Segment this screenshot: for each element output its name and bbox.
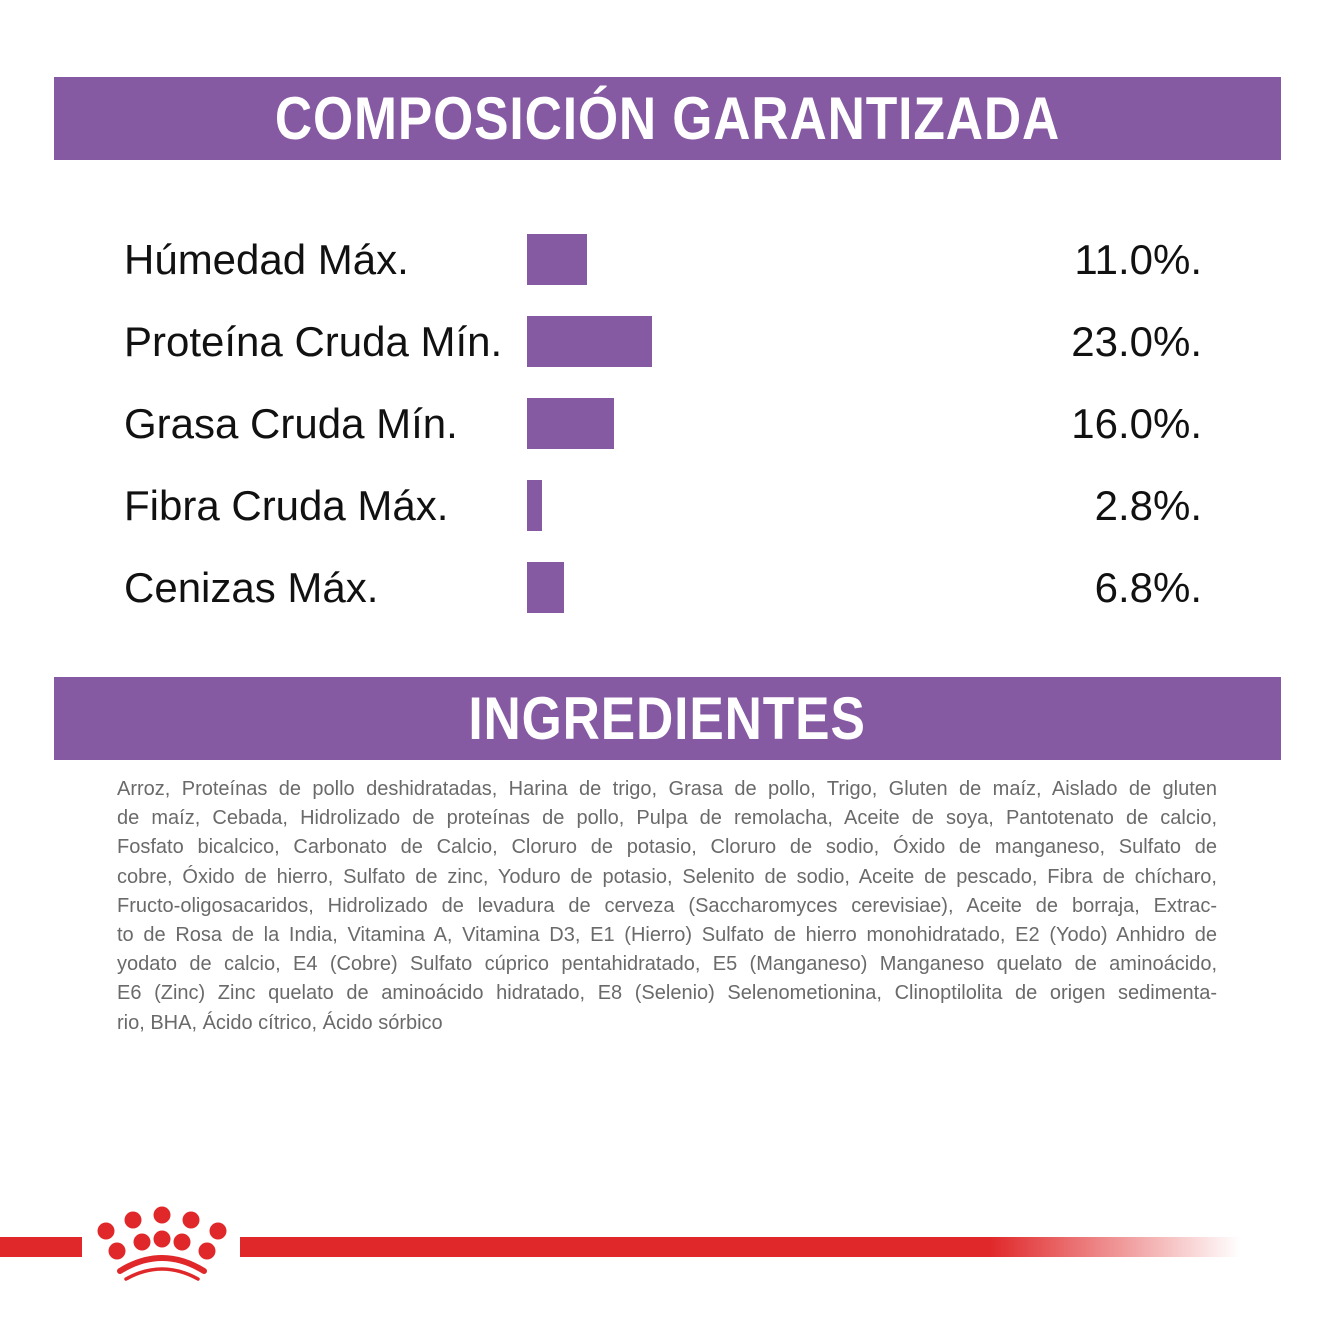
value-label: 23.0%. xyxy=(1071,318,1202,365)
royal-canin-crown-icon xyxy=(97,1206,227,1281)
category-label: Cenizas Máx. xyxy=(124,564,379,611)
composition-header: COMPOSICIÓN GARANTIZADA xyxy=(54,77,1281,160)
bar xyxy=(527,562,564,613)
value-label: 16.0%. xyxy=(1071,400,1202,447)
ingredients-line: Fructo-oligosacaridos, Hidrolizado de le… xyxy=(117,894,1217,917)
brand-line-right xyxy=(240,1237,1240,1257)
chart-row: Cenizas Máx. 6.8%. xyxy=(0,558,1325,618)
category-label: Grasa Cruda Mín. xyxy=(124,400,458,447)
value-label: 6.8%. xyxy=(1094,564,1202,611)
ingredients-header: INGREDIENTES xyxy=(54,677,1281,760)
ingredients-line: to de Rosa de la India, Vitamina A, Vita… xyxy=(117,923,1217,946)
bar xyxy=(527,316,652,367)
chart-row: Húmedad Máx. 11.0%. xyxy=(0,230,1325,290)
ingredients-line: Arroz, Proteínas de pollo deshidratadas,… xyxy=(117,778,1217,800)
composition-title: COMPOSICIÓN GARANTIZADA xyxy=(274,85,1061,152)
category-label: Húmedad Máx. xyxy=(124,236,409,283)
category-label: Proteína Cruda Mín. xyxy=(124,318,503,365)
ingredients-line: de maíz, Cebada, Hidrolizado de proteína… xyxy=(117,807,1217,830)
ingredients-title: INGREDIENTES xyxy=(468,685,867,752)
value-label: 2.8%. xyxy=(1094,482,1202,529)
chart-row: Grasa Cruda Mín. 16.0%. xyxy=(0,394,1325,454)
ingredients-line: cobre, Óxido de hierro, Sulfato de zinc,… xyxy=(117,865,1217,888)
chart-row: Fibra Cruda Máx. 2.8%. xyxy=(0,476,1325,536)
ingredients-line: yodato de calcio, E4 (Cobre) Sulfato cúp… xyxy=(117,953,1217,976)
ingredients-line: E6 (Zinc) Zinc quelato de aminoácido hid… xyxy=(117,982,1217,1005)
ingredients-text: Arroz, Proteínas de pollo deshidratadas,… xyxy=(117,775,1217,1038)
chart-row: Proteína Cruda Mín. 23.0%. xyxy=(0,312,1325,372)
bar xyxy=(527,234,587,285)
bar xyxy=(527,480,543,531)
category-label: Fibra Cruda Máx. xyxy=(124,482,449,529)
ingredients-line: Fosfato bicalcico, Carbonato de Calcio, … xyxy=(117,836,1217,859)
brand-line-left xyxy=(0,1237,82,1257)
ingredients-line: rio, BHA, Ácido cítrico, Ácido sórbico xyxy=(117,1011,443,1034)
bar xyxy=(527,398,614,449)
value-label: 11.0%. xyxy=(1074,236,1202,283)
